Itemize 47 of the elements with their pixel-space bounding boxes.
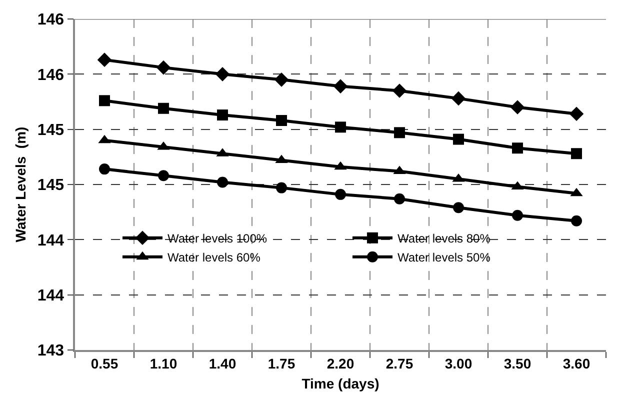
point <box>335 188 346 200</box>
point <box>333 79 348 94</box>
x-tick-label: 3.00 <box>444 356 472 372</box>
point <box>217 109 228 120</box>
point <box>158 102 169 114</box>
y-tick-label: 145 <box>37 177 64 194</box>
point <box>512 210 523 221</box>
point <box>453 134 464 145</box>
point <box>510 100 525 114</box>
x-tick-label: 3.60 <box>562 356 590 372</box>
point <box>453 202 464 214</box>
point <box>276 115 287 126</box>
point <box>99 164 110 175</box>
y-tick-label: 146 <box>37 66 64 84</box>
x-tick-label: 2.75 <box>386 356 414 372</box>
x-tick-label: 2.20 <box>326 356 354 372</box>
x-tick-label: 1.75 <box>268 356 296 372</box>
point <box>158 170 169 182</box>
point <box>276 182 287 194</box>
legend-label: Water levels 60% <box>167 250 261 265</box>
point <box>571 215 582 226</box>
point <box>394 127 405 138</box>
x-tick-label: 1.10 <box>150 356 178 372</box>
point <box>392 84 407 98</box>
point <box>512 142 523 154</box>
y-axis-title: Water Levels (m) <box>12 126 28 242</box>
point <box>99 95 110 106</box>
y-tick-label: 144 <box>37 232 64 250</box>
point <box>215 67 230 82</box>
x-tick-label: 0.55 <box>90 356 118 372</box>
legend-label: Water levels 50% <box>397 250 491 265</box>
point <box>451 91 466 106</box>
x-tick-label: 1.40 <box>208 356 236 372</box>
y-tick-label: 143 <box>37 342 64 360</box>
point <box>571 148 582 160</box>
point <box>156 60 171 75</box>
point <box>394 193 405 204</box>
point <box>569 106 584 122</box>
point <box>217 176 228 188</box>
point <box>335 122 346 133</box>
y-tick-label: 146 <box>37 12 64 29</box>
y-tick-label: 144 <box>37 287 64 304</box>
y-tick-label: 145 <box>37 122 64 139</box>
x-tick-label: 3.50 <box>504 356 532 372</box>
point <box>274 72 289 87</box>
x-axis-title: Time (days) <box>302 375 380 392</box>
point <box>97 52 112 67</box>
